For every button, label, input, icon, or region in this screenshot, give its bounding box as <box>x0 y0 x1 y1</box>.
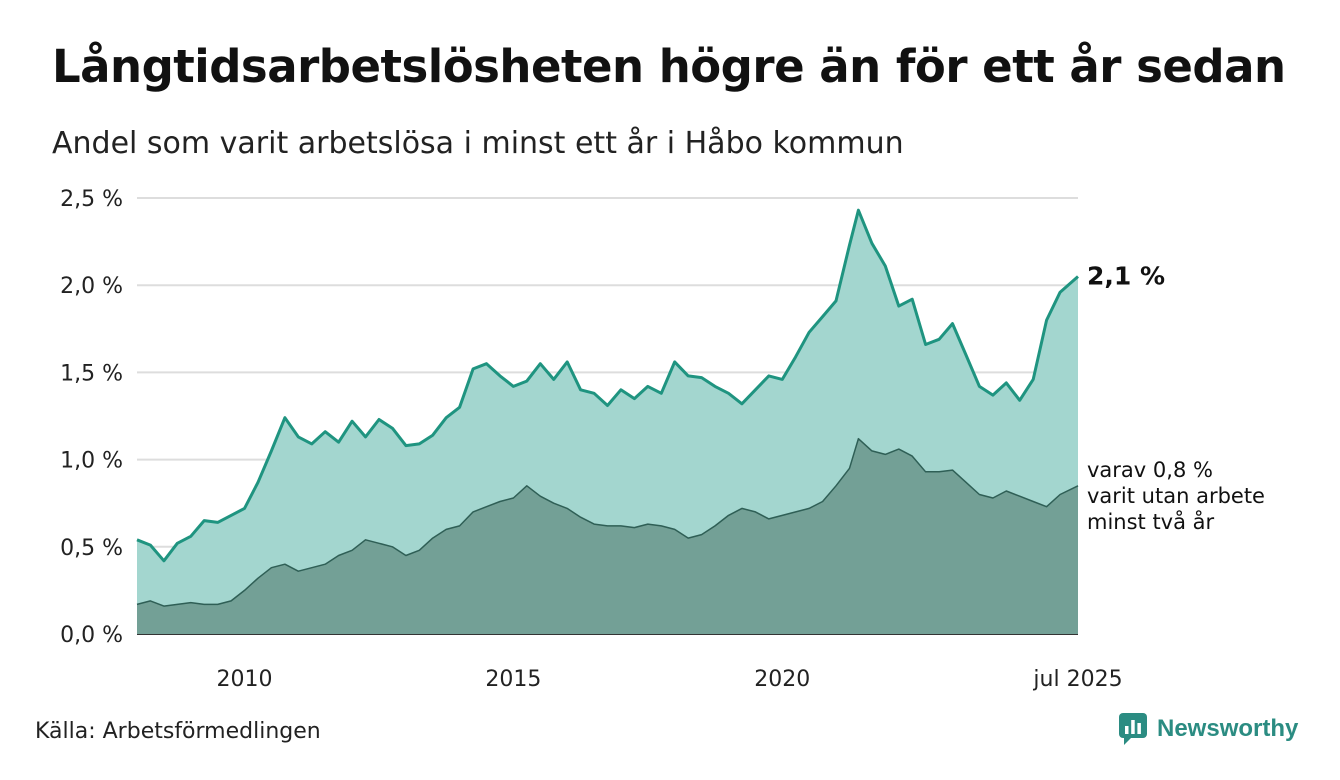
x-tick-label: 2010 <box>217 667 273 692</box>
y-tick-label: 2,0 % <box>60 274 123 299</box>
x-tick-label: 2020 <box>754 667 810 692</box>
end-label-subset: varit utan arbete <box>1087 484 1265 508</box>
x-tick-label: jul 2025 <box>1032 667 1122 692</box>
area-chart: 0,0 % 0,5 % 1,0 % 1,5 % 2,0 % 2,5 % 2010 2015 20… <box>60 187 1265 692</box>
series-line-1 <box>136 208 1079 563</box>
y-tick-label: 0,0 % <box>60 623 123 648</box>
y-tick-label: 1,0 % <box>60 449 123 474</box>
y-tick-label: 0,5 % <box>60 536 123 561</box>
brand-name: Newsworthy <box>1157 715 1299 742</box>
page-subtitle: Andel som varit arbetslösa i minst ett å… <box>52 126 904 161</box>
end-label-total: 2,1 % <box>1087 261 1165 290</box>
y-tick-label: 1,5 % <box>60 361 123 386</box>
y-tick-label: 2,5 % <box>60 187 123 212</box>
axis-labels: 0,0 % 0,5 % 1,0 % 1,5 % 2,0 % 2,5 % 2010 2015 20… <box>60 187 1122 692</box>
end-label-subset: varav 0,8 % <box>1087 458 1213 482</box>
newsworthy-logo-icon <box>1119 713 1147 745</box>
series-area-2 <box>137 438 1078 634</box>
brand-logo: Newsworthy <box>1118 712 1298 746</box>
end-label-subset: minst två år <box>1087 509 1215 534</box>
series-areas <box>136 208 1079 634</box>
series-line-2 <box>136 437 1079 607</box>
page-title: Långtidsarbetslösheten högre än för ett … <box>52 40 1286 93</box>
source-note: Källa: Arbetsförmedlingen <box>35 719 321 744</box>
x-tick-label: 2015 <box>485 667 541 692</box>
